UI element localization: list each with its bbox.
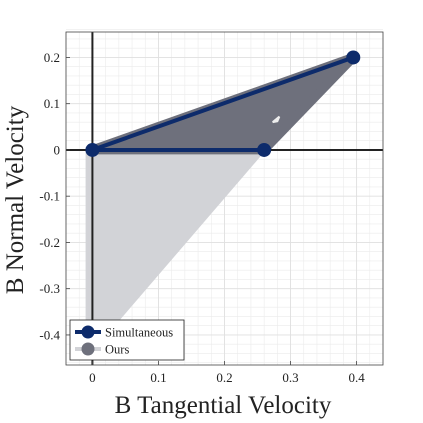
x-tick-label: 0.3 (282, 370, 298, 385)
x-tick-label: 0 (89, 370, 96, 385)
x-axis-label: B Tangential Velocity (115, 392, 332, 419)
ours-artifact (272, 115, 281, 124)
simultaneous-marker (257, 142, 272, 157)
y-tick-label: 0.1 (44, 96, 60, 111)
simultaneous-line-upper (90, 55, 356, 152)
legend-marker-simultaneous (81, 325, 95, 339)
x-tick-label: 0.2 (216, 370, 232, 385)
y-tick-label: -0.3 (39, 281, 60, 296)
y-tick-label: 0.2 (44, 50, 60, 65)
y-axis-label: B Normal Velocity (2, 105, 29, 294)
axes: 0 0.1 0.2 0.3 0.4 0.2 0.1 0 -0.1 -0.2 -0.3 -0.4 (39, 31, 384, 385)
y-tick-label: -0.4 (39, 327, 60, 342)
plot-contents (66, 32, 383, 365)
simultaneous-marker (85, 142, 100, 157)
legend: Simultaneous Ours (69, 319, 185, 361)
x-tick-label: 0.1 (150, 370, 166, 385)
x-tick-label: 0.4 (348, 370, 365, 385)
simultaneous-marker (346, 50, 361, 65)
legend-label-ours: Ours (105, 343, 129, 357)
y-tick-label: 0 (54, 142, 61, 157)
legend-marker-ours (81, 342, 95, 356)
y-tick-label: -0.1 (39, 189, 60, 204)
legend-label-simultaneous: Simultaneous (105, 326, 173, 340)
plot-area (66, 32, 383, 365)
y-tick-label: -0.2 (39, 235, 60, 250)
